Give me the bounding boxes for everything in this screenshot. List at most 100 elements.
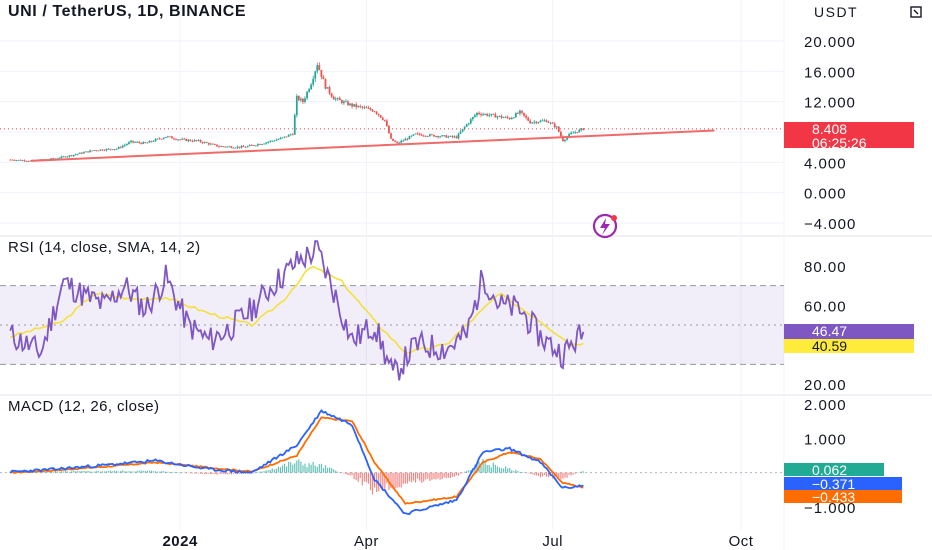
candle-body [183, 138, 186, 140]
macd-histogram-bar [369, 472, 372, 491]
candle-body [126, 143, 128, 145]
macd-histogram-bar [310, 464, 312, 473]
logo-ring [592, 213, 618, 239]
candle-body [383, 119, 386, 121]
candle-body [559, 131, 562, 137]
candle-body [177, 139, 179, 141]
currency-label[interactable]: USDT [814, 4, 859, 20]
macd-histogram-bar [390, 472, 392, 489]
candle-body [209, 143, 212, 145]
macd-histogram-bar [367, 472, 370, 484]
candle-body [175, 139, 177, 140]
macd-panel[interactable] [0, 408, 784, 516]
candle-body [523, 112, 525, 116]
macd-histogram-bar [247, 472, 249, 474]
macd-histogram-bar [484, 461, 486, 473]
candle-body [431, 134, 433, 136]
candle-body [443, 135, 446, 137]
macd-histogram-bar [99, 471, 101, 473]
macd-histogram-bar [202, 472, 204, 474]
candle-body [254, 145, 257, 147]
scale-settings-icon[interactable] [910, 6, 922, 18]
candle-body [246, 146, 249, 148]
macd-histogram-bar [204, 472, 206, 475]
candle-body [388, 126, 390, 134]
macd-histogram-bar [527, 472, 529, 474]
macd-histogram-bar [197, 472, 200, 474]
macd-histogram-bar [539, 472, 542, 478]
macd-histogram-bar [263, 471, 265, 473]
candle-body [261, 144, 263, 145]
candle-body [330, 93, 333, 97]
macd-histogram-bar [439, 472, 441, 480]
macd-histogram-bar [157, 471, 159, 473]
candle-body [279, 137, 282, 140]
macd-histogram-bar [214, 472, 216, 475]
macd-histogram-bar [183, 472, 185, 474]
candle-body [406, 138, 409, 140]
candle-body [224, 146, 227, 148]
macd-histogram-bar [578, 472, 580, 473]
candle-body [236, 146, 239, 148]
macd-histogram-bar [384, 472, 386, 491]
macd-histogram-bar [154, 471, 157, 473]
candle-body [490, 113, 493, 116]
macd-histogram-bar [402, 472, 404, 484]
macd-histogram-bar [95, 470, 97, 473]
macd-histogram-bar [206, 472, 208, 475]
candle-body [60, 156, 63, 159]
candle-body [119, 146, 122, 148]
candle-body [287, 134, 290, 137]
candle-body [134, 142, 137, 143]
rsi-line [9, 240, 585, 381]
candle-body [412, 134, 415, 136]
candle-body [320, 69, 323, 77]
candle-body [359, 105, 362, 107]
macd-histogram-bar [423, 472, 425, 482]
macd-histogram-bar [118, 471, 120, 473]
macd-histogram-bar [232, 472, 234, 474]
candle-body [199, 140, 202, 142]
candle-body [580, 128, 583, 130]
macd-histogram-bar [150, 470, 153, 473]
candle-body [408, 136, 411, 140]
macd-histogram-bar [302, 465, 304, 473]
candle-body [146, 142, 149, 144]
candle-body [130, 140, 132, 143]
macd-histogram-bar [521, 471, 523, 473]
macd-histogram-bar [371, 472, 374, 495]
macd-histogram-bar [331, 468, 333, 473]
candle-body [471, 116, 474, 120]
price-tick-label: 12.000 [804, 95, 856, 112]
macd-legend[interactable]: MACD (12, 26, close) [8, 398, 160, 415]
candle-body [439, 136, 442, 138]
rsi-legend[interactable]: RSI (14, close, SMA, 14, 2) [8, 239, 201, 256]
candle-body [521, 110, 523, 113]
macd-histogram-bar [341, 472, 343, 474]
candle-body [418, 133, 421, 135]
macd-histogram-bar [345, 472, 347, 475]
macd-histogram-bar [464, 471, 466, 473]
candle-body [410, 135, 413, 137]
candle-body [537, 122, 540, 124]
chart-title[interactable]: UNI / TetherUS, 1D, BINANCE [8, 3, 247, 20]
price-panel[interactable] [0, 62, 784, 162]
macd-histogram-bar [421, 472, 423, 483]
price-tick-label: 16.000 [804, 64, 856, 81]
rsi-panel[interactable] [0, 240, 784, 381]
x-axis-label: Oct [729, 533, 754, 550]
macd-histogram-bar [541, 472, 544, 477]
macd-histogram-bar [89, 471, 91, 473]
rsi-tick-label: 20.00 [804, 377, 847, 394]
candle-body [539, 120, 542, 123]
macd-histogram-bar [447, 472, 449, 478]
macd-histogram-bar [52, 471, 54, 473]
macd-histogram-bar [228, 472, 230, 474]
macd-histogram-bar [230, 472, 232, 475]
candle-body [519, 110, 521, 114]
candle-body [23, 160, 26, 162]
macd-histogram-bar [177, 472, 179, 473]
